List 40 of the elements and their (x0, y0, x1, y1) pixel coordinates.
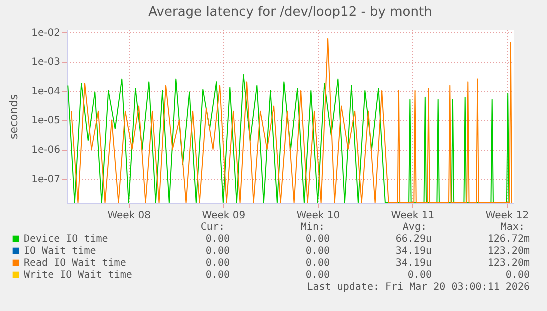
text: 0.00 (206, 270, 230, 281)
text: 0.00 (306, 270, 330, 281)
text: 0.00 (306, 234, 330, 245)
text: 34.19u (396, 258, 432, 269)
text: 123.20m (488, 258, 530, 269)
text: 0.00 (408, 270, 432, 281)
y-tick-label: 1e-05 (32, 116, 60, 127)
text: Cur: (200, 222, 225, 233)
text: 0.00 (206, 258, 230, 269)
text: 34.19u (396, 246, 432, 257)
text: 0.00 (206, 234, 230, 245)
text: 66.29u (396, 234, 432, 245)
text: Last update: Fri Mar 20 03:00:11 2026 (307, 282, 530, 293)
line-series (68, 74, 510, 203)
y-tick-label: 1e-06 (32, 145, 60, 156)
x-tick-label: Week 11 (391, 210, 435, 222)
y-tick-label: 1e-07 (32, 174, 60, 186)
y-tick-label: 1e-04 (32, 86, 60, 98)
x-tick-label: Week 10 (296, 210, 340, 222)
x-tick-label: Week 09 (202, 210, 246, 222)
text: Max: (500, 222, 525, 233)
y-axis-title: seconds (8, 94, 21, 140)
legend-label: Read IO Wait time (24, 258, 126, 269)
text: 0.00 (506, 270, 530, 281)
y-tick-label: 1e-02 (32, 28, 60, 39)
y-tick-label: 1e-03 (32, 57, 60, 68)
chart-title: Average latency for /dev/loop12 - by month (148, 5, 432, 20)
legend-label: Device IO time (24, 234, 108, 245)
text: Avg: (402, 222, 427, 233)
x-tick-label: Week 12 (486, 210, 530, 222)
text: 0.00 (306, 258, 330, 269)
legend-label: Write IO Wait time (24, 270, 132, 281)
text: Min: (300, 222, 325, 233)
text: 123.20m (488, 246, 530, 257)
legend-label: IO Wait time (24, 246, 96, 257)
x-tick-label: Week 08 (108, 210, 152, 222)
text: 126.72m (488, 234, 530, 245)
text: 0.00 (306, 246, 330, 257)
text: 0.00 (206, 246, 230, 257)
line-series (71, 38, 513, 203)
